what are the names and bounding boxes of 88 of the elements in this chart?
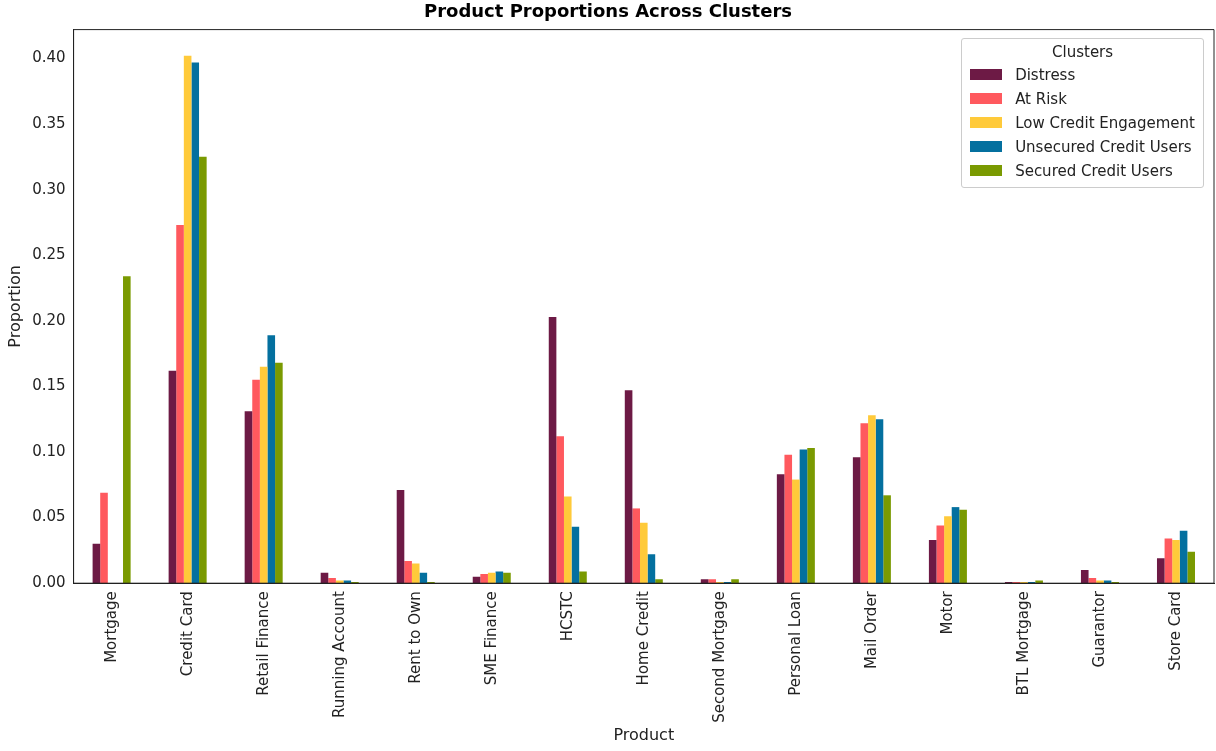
bar [1080,570,1089,584]
y-axis-title: Proportion [4,265,24,348]
bar [852,457,861,584]
bar [176,225,184,584]
bar [860,423,869,584]
bar [928,539,937,584]
bar [700,579,709,584]
bar [183,55,192,584]
bar [776,474,785,584]
x-tick-label: Motor [937,590,956,635]
bar [640,522,648,584]
y-tick-label: 0.35 [32,113,66,132]
x-tick-label: HCSTC [557,591,576,642]
bar [168,370,177,584]
bar [632,508,640,584]
x-tick-label: Home Credit [633,591,652,686]
legend-label: Low Credit Engagement [1015,113,1195,132]
bar [579,571,587,584]
x-axis-title: Product [613,724,675,744]
y-tick-label: 0.25 [32,245,66,264]
chart-title: Product Proportions Across Clusters [423,0,793,22]
bar [259,366,268,584]
bar [191,62,200,584]
bar [647,554,656,584]
bar [731,579,739,584]
x-tick-label: Running Account [329,591,348,718]
bar [1179,530,1188,584]
bar [92,543,101,584]
bar [199,156,207,584]
y-tick-label: 0.05 [32,507,66,526]
bar [799,449,808,584]
bar [503,572,511,584]
bar [244,411,253,584]
bar [396,490,405,584]
bar [624,390,633,584]
bar [655,579,663,584]
bar [944,516,952,584]
bar [123,276,131,584]
y-tick-label: 0.15 [32,376,66,395]
bar [936,525,945,584]
bar [495,571,504,584]
y-tick-label: 0.30 [32,179,66,198]
bar [1172,539,1180,584]
x-tick-label: Retail Finance [253,591,272,696]
x-tick-label: Credit Card [177,591,196,677]
x-tick-label: Mail Order [861,590,880,670]
bar [1164,538,1173,584]
x-tick-label: Second Mortgage [709,591,728,723]
x-tick-label: BTL Mortgage [1013,591,1032,696]
bar [404,560,412,584]
bar [883,495,891,584]
y-tick-label: 0.10 [32,441,66,460]
bar [951,507,960,584]
bar [252,379,260,584]
bar [792,479,800,584]
bar [807,448,815,584]
x-tick-label: Rent to Own [405,591,424,684]
bar [959,509,967,584]
y-tick-label: 0.20 [32,310,66,329]
legend-label: Secured Credit Users [1015,161,1173,180]
bar [556,436,564,584]
bar [784,454,793,584]
bar [487,572,496,584]
legend-label: Unsecured Credit Users [1015,137,1192,156]
bar [267,335,276,584]
x-tick-label: Guarantor [1089,590,1108,668]
x-tick-label: Mortgage [101,591,120,663]
bar [411,563,420,584]
legend-label: Distress [1015,65,1076,84]
y-tick-label: 0.00 [32,573,66,592]
bar [480,574,488,584]
bar [100,492,108,584]
bar [1187,551,1195,584]
legend-label: At Risk [1015,89,1067,108]
bar [548,316,557,584]
legend-title: Clusters [1051,42,1115,61]
bar [1156,558,1165,584]
bar [275,362,283,584]
x-tick-label: Store Card [1165,591,1184,671]
x-tick-label: Personal Loan [785,591,804,696]
bar [875,419,884,584]
bar [708,579,717,584]
x-tick-label: SME Finance [481,591,500,686]
bar [328,577,336,584]
bar [868,415,876,584]
bar [563,496,572,584]
bar [571,526,580,584]
y-tick-label: 0.40 [32,48,66,67]
